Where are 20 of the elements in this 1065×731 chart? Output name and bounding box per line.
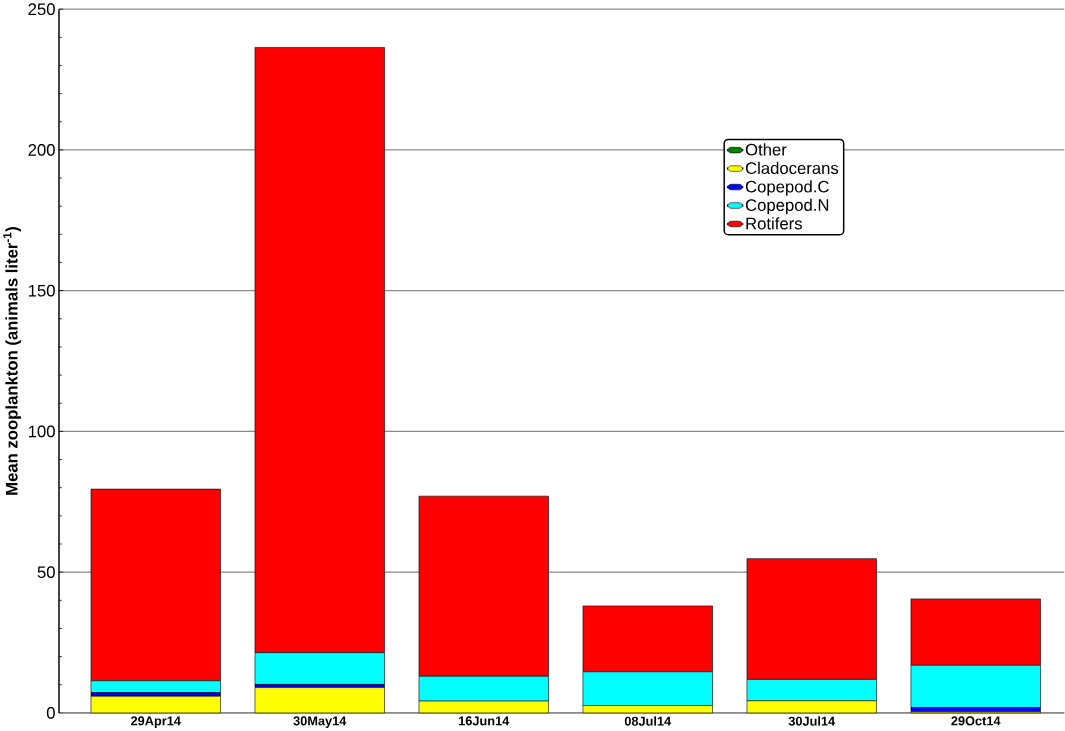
x-tick-label: 30May14	[293, 716, 347, 728]
legend-label: Cladocerans	[745, 161, 839, 174]
y-tick-label: 100	[28, 425, 55, 438]
y-tick-label: 200	[28, 143, 55, 156]
x-tick-label: 29Apr14	[131, 716, 181, 728]
y-tick-label: 250	[28, 3, 55, 15]
y-tick-label: 0	[46, 706, 55, 719]
x-tick-label: 16Jun14	[458, 716, 510, 726]
x-tick-label: 29Oct14	[951, 716, 1001, 726]
y-tick-label: 150	[28, 284, 55, 297]
x-tick-label: 08Jul14	[624, 716, 672, 726]
x-tick-label: 30Jul14	[788, 716, 836, 726]
legend-label: Other	[745, 143, 787, 156]
y-tick-label: 50	[37, 566, 55, 578]
bar	[254, 687, 385, 714]
legend-label: Copepod.N	[745, 198, 829, 215]
bar	[90, 695, 221, 714]
legend-label: Rotifers	[746, 217, 802, 230]
y-axis-title: Mean zooplankton (animals liter$^{-1}$)	[3, 226, 21, 495]
legend-label: Copepod.C	[745, 180, 829, 196]
